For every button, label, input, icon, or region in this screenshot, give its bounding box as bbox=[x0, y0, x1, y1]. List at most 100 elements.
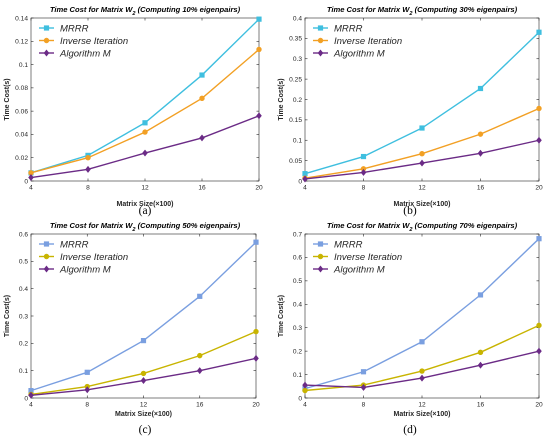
x-tick-label: 20 bbox=[255, 185, 263, 192]
series-inverse-iteration bbox=[302, 105, 542, 181]
data-point bbox=[256, 112, 262, 120]
y-tick-label: 0.05 bbox=[289, 158, 302, 165]
legend-marker bbox=[43, 265, 50, 273]
y-tick-label: 0.06 bbox=[15, 108, 28, 115]
y-tick-label: 0.7 bbox=[293, 231, 302, 238]
y-tick-label: 0.1 bbox=[293, 138, 302, 145]
legend-label: Algorithm M bbox=[333, 264, 385, 275]
legend-marker bbox=[43, 241, 50, 247]
data-point bbox=[196, 367, 203, 375]
chart-panel-b: Time Cost for Matrix W2 (Computing 30% e… bbox=[278, 5, 543, 217]
x-tick-label: 4 bbox=[29, 402, 33, 409]
data-point bbox=[84, 386, 91, 394]
data-point bbox=[536, 322, 542, 329]
y-axis-label: Time Cost(s) bbox=[278, 295, 285, 337]
legend-marker bbox=[317, 49, 324, 57]
y-tick-label: 0.3 bbox=[293, 325, 302, 332]
data-point bbox=[140, 370, 147, 377]
data-point bbox=[477, 85, 484, 92]
x-axis-label: Matrix Size(×100) bbox=[115, 411, 172, 418]
y-axis-label: Time Cost(s) bbox=[278, 78, 285, 120]
legend-marker bbox=[317, 25, 324, 31]
chart-title-suffix: (Computing 30% eigenpairs) bbox=[413, 5, 518, 14]
series-algorithm-m bbox=[28, 354, 259, 399]
legend-marker bbox=[317, 265, 324, 273]
y-tick-label: 0 bbox=[24, 395, 28, 402]
data-point bbox=[536, 136, 542, 144]
data-point bbox=[360, 153, 367, 160]
y-tick-label: 0.6 bbox=[19, 231, 28, 238]
legend-marker bbox=[317, 253, 324, 260]
data-point bbox=[536, 29, 542, 35]
data-point bbox=[536, 347, 542, 355]
y-axis-label: Time Cost(s) bbox=[4, 78, 11, 120]
legend-label: Algorithm M bbox=[59, 264, 111, 275]
data-point bbox=[419, 368, 425, 374]
data-point bbox=[419, 150, 425, 157]
x-tick-label: 20 bbox=[252, 402, 260, 409]
series-mrrr bbox=[302, 29, 542, 177]
series-inverse-iteration bbox=[28, 46, 262, 176]
data-point bbox=[84, 369, 90, 375]
legend-label: MRRR bbox=[60, 23, 89, 34]
x-tick-label: 12 bbox=[418, 185, 426, 192]
legend-marker bbox=[43, 37, 50, 44]
x-tick-label: 16 bbox=[196, 402, 204, 409]
x-tick-label: 12 bbox=[140, 402, 148, 409]
y-tick-label: 0.08 bbox=[15, 85, 28, 92]
data-point bbox=[85, 155, 91, 161]
x-tick-label: 8 bbox=[85, 402, 89, 409]
x-tick-label: 12 bbox=[418, 402, 426, 409]
x-tick-label: 8 bbox=[362, 402, 366, 409]
y-tick-label: 0.5 bbox=[293, 278, 302, 285]
x-axis-label: Matrix Size(×100) bbox=[394, 411, 451, 418]
series-algorithm-m bbox=[302, 347, 542, 391]
data-point bbox=[28, 174, 34, 181]
x-tick-label: 20 bbox=[535, 402, 543, 409]
y-tick-label: 0.1 bbox=[293, 372, 302, 379]
chart-title: Time Cost for Matrix W2 (Computing 70% e… bbox=[327, 221, 518, 233]
data-point bbox=[140, 337, 147, 344]
data-point bbox=[302, 381, 308, 389]
chart-title-subscript: 2 bbox=[131, 11, 136, 17]
x-tick-label: 8 bbox=[86, 185, 90, 192]
data-point bbox=[302, 175, 308, 183]
legend-label: MRRR bbox=[60, 239, 89, 250]
data-point bbox=[302, 387, 308, 394]
data-point bbox=[199, 72, 205, 78]
series-algorithm-m bbox=[302, 136, 542, 183]
y-tick-label: 0.6 bbox=[293, 255, 302, 262]
chart-panel-a: Time Cost for Matrix W2 (Computing 10% e… bbox=[4, 5, 263, 217]
legend-label: Inverse Iteration bbox=[334, 36, 402, 47]
chart-title-main: Time Cost for Matrix W bbox=[327, 221, 410, 230]
x-axis-label: Matrix Size(×100) bbox=[394, 201, 451, 208]
legend-label: MRRR bbox=[334, 239, 363, 250]
x-tick-label: 20 bbox=[535, 185, 543, 192]
data-point bbox=[419, 339, 425, 345]
y-tick-label: 0.4 bbox=[293, 302, 302, 309]
y-tick-label: 0.04 bbox=[15, 132, 28, 139]
legend-label: MRRR bbox=[334, 23, 363, 34]
y-tick-label: 0.25 bbox=[289, 76, 302, 83]
y-tick-label: 0 bbox=[298, 395, 302, 402]
y-tick-label: 0.1 bbox=[19, 368, 28, 375]
data-point bbox=[360, 369, 367, 375]
legend-label: Inverse Iteration bbox=[334, 252, 402, 263]
data-point bbox=[477, 131, 484, 137]
panel-caption: (b) bbox=[403, 205, 417, 217]
y-tick-label: 0 bbox=[24, 178, 28, 185]
legend-label: Algorithm M bbox=[333, 48, 385, 59]
data-point bbox=[419, 374, 425, 382]
y-tick-label: 0.3 bbox=[19, 313, 28, 320]
x-tick-label: 16 bbox=[477, 402, 485, 409]
x-tick-label: 4 bbox=[29, 185, 33, 192]
data-point bbox=[477, 292, 484, 298]
y-tick-label: 0.3 bbox=[293, 56, 302, 63]
chart-title-subscript: 2 bbox=[131, 227, 136, 233]
x-axis-label: Matrix Size(×100) bbox=[117, 201, 174, 208]
x-tick-label: 8 bbox=[362, 185, 366, 192]
data-point bbox=[85, 165, 91, 173]
